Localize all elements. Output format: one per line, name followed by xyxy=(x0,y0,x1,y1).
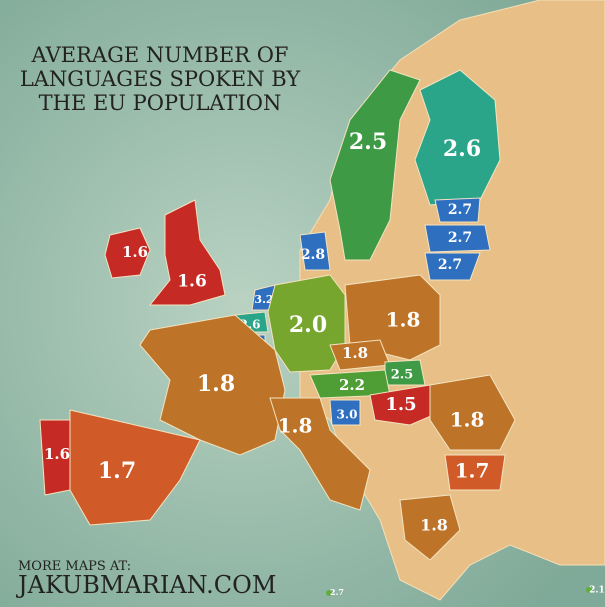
value-label: 1.8 xyxy=(450,408,485,432)
country xyxy=(326,590,332,596)
value-label: 2.7 xyxy=(448,202,472,218)
value-label: 1.7 xyxy=(98,458,136,484)
value-label: 2.2 xyxy=(339,376,365,394)
value-label: 1.8 xyxy=(386,308,421,332)
country xyxy=(104,227,151,279)
country xyxy=(444,454,506,491)
country xyxy=(139,314,286,456)
value-label: 3.0 xyxy=(337,408,358,422)
title-line: THE EU POPULATION xyxy=(39,91,282,115)
value-label: 2.5 xyxy=(349,129,387,155)
country xyxy=(424,224,491,253)
country xyxy=(586,587,592,593)
value-label: 2.7 xyxy=(438,257,462,273)
country xyxy=(434,197,481,223)
country xyxy=(429,374,516,451)
value-label: 2.6 xyxy=(443,136,481,162)
value-label: 1.8 xyxy=(278,414,313,438)
country xyxy=(399,494,461,561)
country xyxy=(329,399,361,426)
value-label: 2.5 xyxy=(391,368,414,383)
footer-site: JAKUBMARIAN.COM xyxy=(15,571,276,599)
country xyxy=(267,274,346,373)
title-line: AVERAGE NUMBER OF xyxy=(31,43,289,67)
value-label: 2.8 xyxy=(301,247,325,263)
value-label: 1.6 xyxy=(122,243,148,261)
value-label: 1.7 xyxy=(455,459,490,483)
value-label: 1.6 xyxy=(44,445,70,463)
value-label: 1.8 xyxy=(197,371,235,397)
value-label: 1.8 xyxy=(420,516,448,535)
value-label: 1.5 xyxy=(385,394,416,415)
footer-note: MORE MAPS AT: xyxy=(18,559,131,574)
country xyxy=(299,231,331,271)
country xyxy=(148,199,226,306)
title-line: LANGUAGES SPOKEN BY xyxy=(20,67,302,91)
value-label: 1.8 xyxy=(342,344,368,362)
value-label: 2.7 xyxy=(448,230,472,246)
country xyxy=(269,397,371,511)
country xyxy=(329,69,421,261)
country xyxy=(369,384,446,426)
value-label: 2.0 xyxy=(289,312,327,338)
country xyxy=(69,409,201,526)
value-label: 2.1 xyxy=(589,586,605,596)
value-label: 3.2 xyxy=(254,293,273,306)
value-label: 1.6 xyxy=(177,272,207,292)
country xyxy=(424,252,481,281)
value-label: 2.7 xyxy=(330,587,344,597)
